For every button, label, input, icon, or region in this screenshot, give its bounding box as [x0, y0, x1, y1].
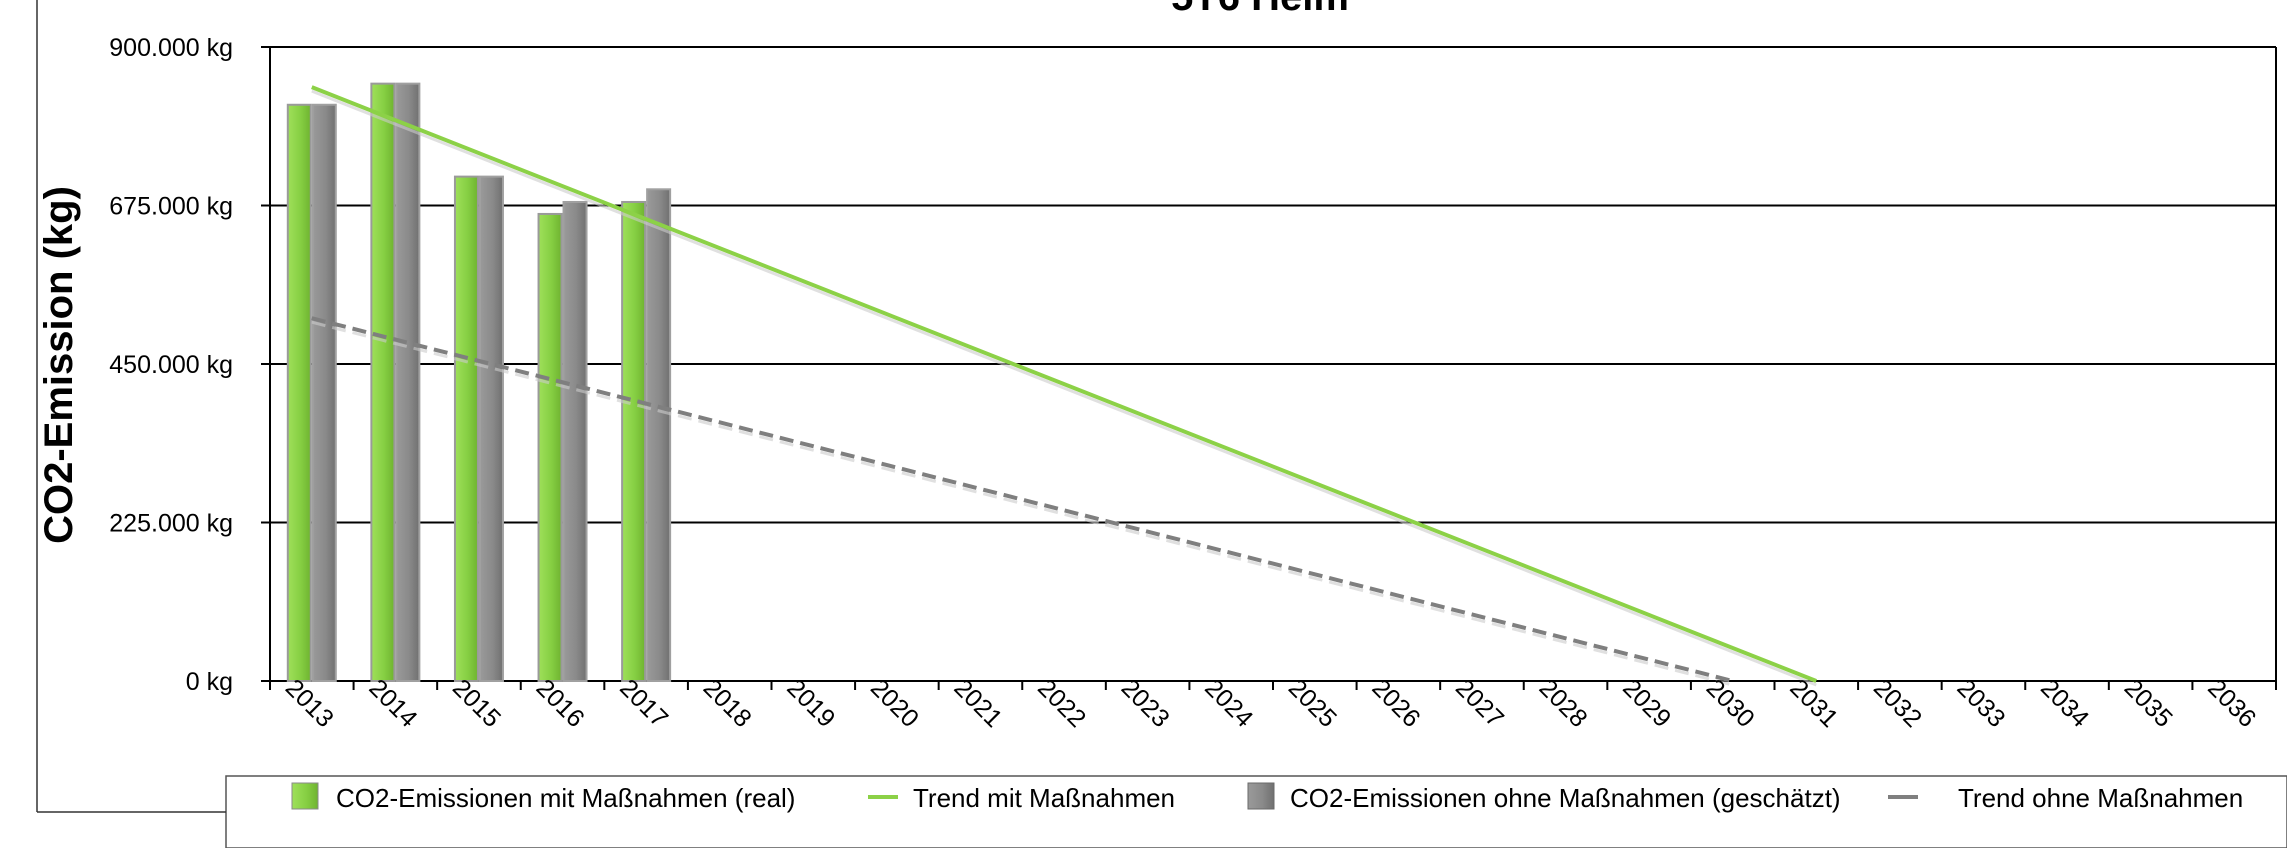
y-tick-label-2: 450.000 kg [109, 351, 233, 379]
bar-real-2016 [537, 212, 563, 682]
trend-line-shadow-0 [311, 89, 1817, 687]
x-tick-label-2019: 2019 [781, 674, 840, 733]
legend-label-real: CO2-Emissionen mit Maßnahmen (real) [336, 783, 795, 813]
x-tick-label-2020: 2020 [865, 674, 924, 733]
trend-line-with-measures [311, 85, 1818, 683]
legend-label-trend-real: Trend mit Maßnahmen [913, 783, 1175, 813]
x-tick-label-2032: 2032 [1868, 674, 1927, 733]
x-tick-label-2022: 2022 [1032, 674, 1091, 733]
y-axis-ticks: 0 kg 225.000 kg 450.000 kg 675.000 kg 900.00… [109, 34, 270, 696]
bar-estimated-2014 [395, 82, 421, 683]
legend-swatch-real [291, 782, 319, 810]
legend-label-estimated: CO2-Emissionen ohne Maßnahmen (geschätzt… [1290, 783, 1841, 813]
x-tick-label-2033: 2033 [1952, 674, 2011, 733]
y-tick-label-1: 225.000 kg [109, 510, 233, 538]
x-tick-label-2030: 2030 [1701, 674, 1760, 733]
y-axis-title: CO2-Emission (kg) [37, 186, 81, 544]
x-tick-label-2034: 2034 [2035, 674, 2094, 733]
x-tick-label-2036: 2036 [2202, 674, 2261, 733]
bar-real-2017 [621, 200, 647, 682]
x-tick-label-2027: 2027 [1450, 674, 1509, 733]
legend-swatch-estimated [1247, 782, 1275, 810]
bar-estimated-2016 [562, 200, 588, 682]
bar-real-2015 [453, 175, 479, 683]
x-tick-label-2028: 2028 [1534, 674, 1593, 733]
x-tick-label-2023: 2023 [1116, 674, 1175, 733]
y-tick-label-0: 0 kg [186, 668, 233, 696]
trend-lines [311, 85, 1818, 687]
x-tick-label-2013: 2013 [280, 674, 339, 733]
bar-estimated-2015 [478, 175, 504, 683]
y-tick-label-3: 675.000 kg [109, 193, 233, 221]
x-tick-label-2029: 2029 [1617, 674, 1676, 733]
x-tick-label-2018: 2018 [698, 674, 757, 733]
trend-line-without-measures [311, 316, 1734, 683]
trend-line-shadow-1 [311, 320, 1734, 687]
x-tick-label-2015: 2015 [447, 674, 506, 733]
legend-label-trend-estimated: Trend ohne Maßnahmen [1958, 783, 2243, 813]
x-tick-label-2017: 2017 [614, 674, 673, 733]
x-tick-label-2014: 2014 [363, 674, 422, 733]
bar-estimated-2017 [646, 188, 672, 682]
x-tick-label-2031: 2031 [1784, 674, 1843, 733]
bar-real-2014 [370, 82, 396, 683]
bar-real-2013 [286, 103, 312, 682]
bar-estimated-2013 [311, 103, 337, 682]
x-tick-label-2025: 2025 [1283, 674, 1342, 733]
x-axis-ticks: 2013 2014 2015 2016 2017 2018 2019 2020 2021 2022… [269, 674, 2277, 733]
x-tick-label-2026: 2026 [1366, 674, 1425, 733]
x-tick-label-2035: 2035 [2119, 674, 2178, 733]
bars [286, 82, 672, 683]
x-tick-label-2021: 2021 [949, 674, 1008, 733]
x-tick-label-2016: 2016 [531, 674, 590, 733]
chart-title: 5T6 Heim [1171, 0, 1349, 19]
x-tick-label-2024: 2024 [1199, 674, 1258, 733]
y-tick-label-4: 900.000 kg [109, 34, 233, 62]
legend: CO2-Emissionen mit Maßnahmen (real) Tren… [225, 775, 2287, 848]
